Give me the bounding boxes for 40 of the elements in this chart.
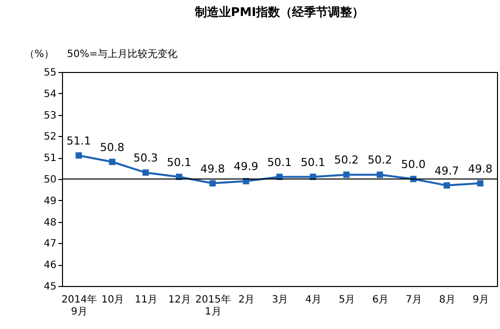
data-label: 50.1 [300, 156, 326, 169]
data-label: 50.1 [166, 156, 192, 169]
y-tick-label: 48 [44, 217, 56, 228]
data-label: 50.1 [267, 156, 292, 169]
data-label: 49.8 [468, 162, 493, 176]
data-label: 50.8 [100, 140, 124, 154]
x-tick-label: 5月 [338, 294, 356, 306]
y-tick-label: 52 [44, 132, 56, 143]
y-tick-label: 50 [44, 174, 56, 186]
x-tick-label: 6月 [372, 294, 389, 306]
y-axis-title: （%） [24, 49, 54, 60]
y-tick-label: 49 [44, 196, 56, 207]
x-tick-label: 10月 [101, 294, 124, 306]
y-tick-label: 51 [44, 153, 56, 164]
x-tick-label: 12月 [168, 294, 191, 306]
data-label: 50.0 [401, 158, 426, 171]
data-label: 49.8 [200, 162, 225, 176]
data-label: 49.7 [434, 164, 460, 178]
x-tick-label: 7月 [406, 294, 422, 306]
y-tick-label: 47 [44, 238, 56, 250]
x-tick-label: 9月 [472, 294, 489, 306]
data-label: 49.9 [234, 160, 258, 174]
x-tick-label: 3月 [272, 294, 288, 306]
data-label: 50.3 [133, 152, 158, 165]
data-label: 50.2 [368, 154, 392, 167]
data-label: 50.2 [334, 154, 359, 167]
y-tick-label: 55 [44, 68, 56, 78]
y-tick-label: 53 [44, 110, 56, 122]
chart-title: 制造业PMI指数（经季节调整） [194, 5, 364, 19]
x-tick-label: 11月 [134, 294, 158, 306]
y-tick-label: 45 [44, 282, 56, 292]
x-tick-label: 8月 [439, 294, 456, 306]
x-tick-label: 2014年 9月 [62, 294, 97, 318]
data-label: 51.1 [66, 134, 91, 148]
x-tick-label: 2月 [238, 294, 255, 306]
x-tick-label: 2015年 1月 [195, 294, 231, 318]
y-tick-label: 54 [44, 88, 56, 100]
text: 50%=与上月比较无变化 [67, 48, 178, 60]
y-tick-label: 46 [44, 260, 56, 272]
x-tick-label: 4月 [305, 294, 322, 306]
